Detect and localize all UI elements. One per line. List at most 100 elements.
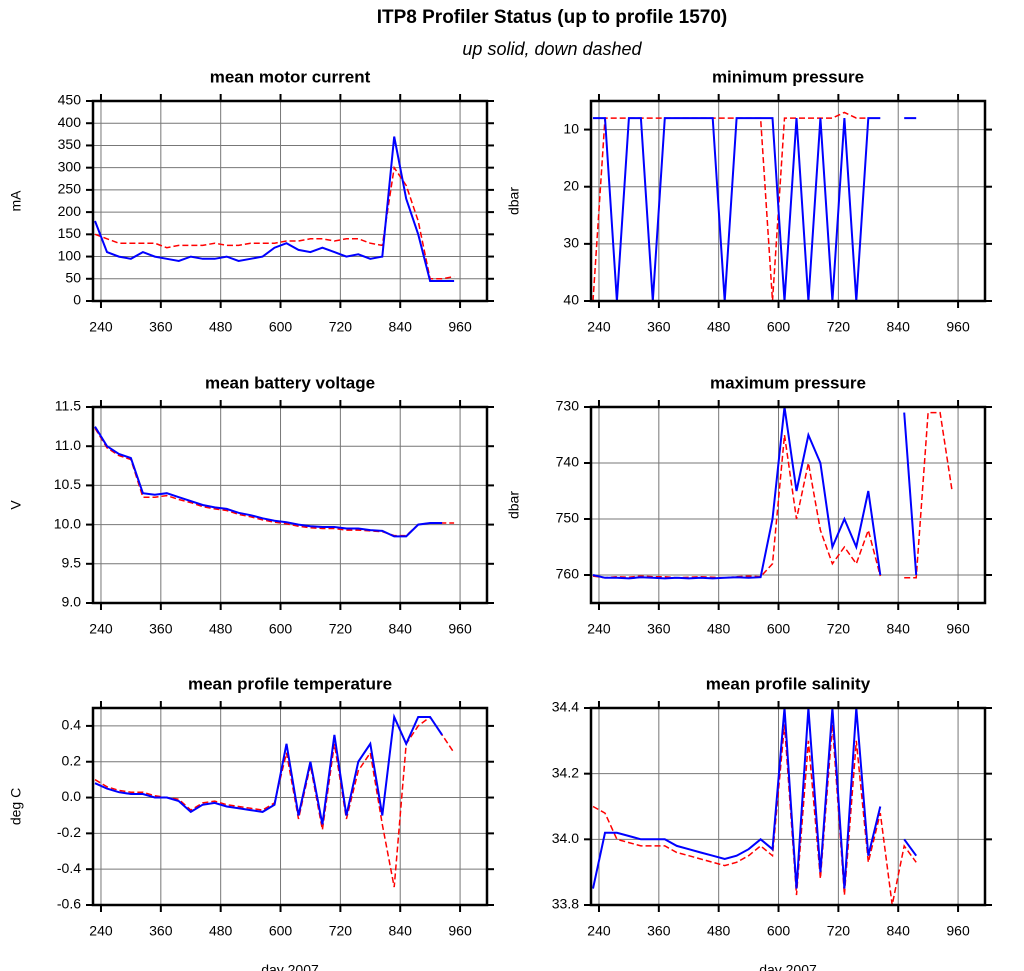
x-tick-label: 840: [887, 923, 911, 939]
y-tick-label: 350: [58, 136, 82, 152]
x-axis-label: day 2007: [261, 962, 319, 971]
y-tick-label: 20: [563, 177, 579, 193]
x-tick-label: 960: [946, 621, 970, 637]
x-tick-label: 240: [587, 923, 611, 939]
x-tick-label: 960: [946, 319, 970, 335]
y-tick-label: 10.5: [54, 476, 81, 492]
plot-frame: [589, 706, 987, 907]
y-tick-label: 9.5: [62, 555, 82, 571]
y-tick-label: 150: [58, 225, 82, 241]
x-tick-label: 360: [647, 621, 671, 637]
y-axis-label: mA: [8, 190, 24, 212]
y-tick-label: 750: [556, 510, 580, 526]
x-tick-label: 240: [89, 923, 113, 939]
y-tick-label: 34.4: [552, 699, 579, 715]
x-tick-label: 360: [647, 923, 671, 939]
x-tick-label: 840: [389, 923, 413, 939]
y-tick-label: 730: [556, 398, 580, 414]
x-tick-label: 840: [389, 621, 413, 637]
data-line: [592, 724, 917, 905]
subplot-title: minimum pressure: [712, 67, 864, 86]
x-tick-label: 600: [767, 923, 791, 939]
y-axis-label: V: [8, 500, 24, 510]
x-tick-label: 600: [767, 621, 791, 637]
x-tick-label: 600: [269, 621, 293, 637]
x-tick-label: 240: [89, 319, 113, 335]
x-tick-label: 600: [767, 319, 791, 335]
x-tick-label: 840: [887, 319, 911, 335]
x-tick-label: 480: [707, 923, 731, 939]
y-tick-label: 400: [58, 114, 82, 130]
x-tick-label: 600: [269, 319, 293, 335]
y-tick-label: 250: [58, 181, 82, 197]
x-tick-label: 960: [946, 923, 970, 939]
x-tick-label: 480: [209, 923, 233, 939]
y-tick-label: 30: [563, 235, 579, 251]
data-line: [592, 411, 953, 579]
data-line: [593, 407, 940, 578]
x-tick-label: 360: [149, 923, 173, 939]
plot-frame: [91, 405, 489, 605]
x-tick-label: 840: [389, 319, 413, 335]
y-tick-label: 760: [556, 566, 580, 582]
x-tick-label: 960: [448, 319, 472, 335]
y-tick-label: 10.0: [54, 515, 81, 531]
plot-frame: [91, 706, 489, 907]
x-tick-label: 360: [647, 319, 671, 335]
x-tick-label: 360: [149, 319, 173, 335]
y-tick-label: 740: [556, 454, 580, 470]
data-line: [94, 165, 455, 280]
y-tick-label: -0.2: [57, 824, 81, 840]
y-tick-label: 11.5: [55, 398, 81, 414]
x-tick-label: 240: [89, 621, 113, 637]
x-tick-label: 720: [329, 923, 353, 939]
y-tick-label: 100: [58, 247, 82, 263]
subplot-title: mean profile salinity: [706, 674, 871, 693]
y-tick-label: 34.2: [552, 764, 579, 780]
x-tick-label: 360: [149, 621, 173, 637]
subplot-title: mean battery voltage: [205, 373, 375, 392]
data-line: [593, 117, 917, 301]
data-line: [94, 426, 443, 538]
x-tick-label: 720: [329, 319, 353, 335]
x-tick-label: 840: [887, 621, 911, 637]
plot-frame: [589, 99, 987, 303]
x-tick-label: 720: [329, 621, 353, 637]
y-tick-label: 300: [58, 158, 82, 174]
y-tick-label: 9.0: [62, 594, 82, 610]
y-tick-label: 0: [73, 292, 81, 308]
y-tick-label: 40: [563, 292, 579, 308]
x-tick-label: 240: [587, 621, 611, 637]
y-axis-label: dbar: [506, 187, 522, 215]
y-tick-label: 11.0: [55, 437, 81, 453]
y-tick-label: -0.6: [57, 896, 81, 912]
plot-frame: [91, 99, 489, 303]
data-line: [94, 136, 455, 282]
y-tick-label: 200: [58, 203, 82, 219]
chart-title: ITP8 Profiler Status (up to profile 1570…: [377, 7, 728, 28]
y-tick-label: 0.2: [62, 752, 82, 768]
y-tick-label: -0.4: [57, 860, 81, 876]
plot-frame: [589, 405, 987, 605]
subplot-title: maximum pressure: [710, 373, 866, 392]
x-tick-label: 480: [209, 319, 233, 335]
y-tick-label: 33.8: [552, 896, 579, 912]
chart-subtitle: up solid, down dashed: [462, 39, 642, 59]
y-tick-label: 50: [65, 269, 81, 285]
x-tick-label: 240: [587, 319, 611, 335]
subplot-title: mean motor current: [210, 67, 371, 86]
y-tick-label: 0.4: [62, 717, 82, 733]
x-tick-label: 480: [209, 621, 233, 637]
x-tick-label: 720: [827, 923, 851, 939]
x-tick-label: 720: [827, 621, 851, 637]
x-tick-label: 960: [448, 621, 472, 637]
y-axis-label: dbar: [506, 491, 522, 519]
y-tick-label: 0.0: [62, 788, 82, 804]
y-tick-label: 34.0: [552, 830, 579, 846]
x-tick-label: 960: [448, 923, 472, 939]
y-axis-label: deg C: [8, 788, 24, 825]
subplot-title: mean profile temperature: [188, 674, 392, 693]
x-tick-label: 720: [827, 319, 851, 335]
data-line: [592, 708, 918, 889]
